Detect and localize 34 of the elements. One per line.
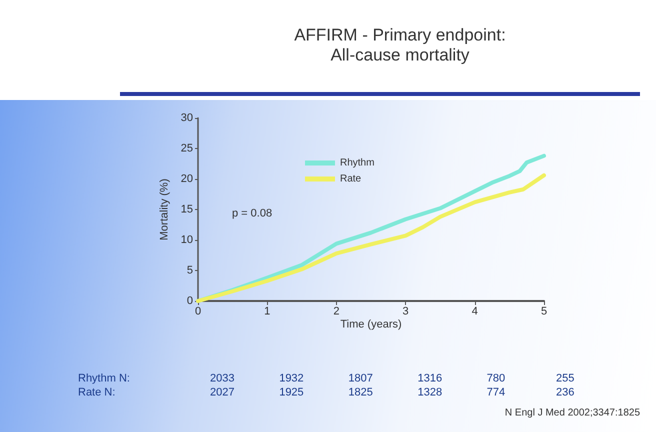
y-tick-label: 10 <box>180 234 193 246</box>
x-tick-label: 3 <box>402 306 409 318</box>
x-tick-label: 0 <box>194 306 202 318</box>
y-tick-label: 5 <box>186 264 193 276</box>
text: 780 <box>486 372 506 384</box>
text: Rhythm N: <box>78 372 130 384</box>
text: 255 <box>556 372 574 384</box>
text: 1925 <box>279 386 304 398</box>
text: 1825 <box>348 386 373 398</box>
text: N Engl J Med 2002;3347:1825 <box>504 408 640 418</box>
legend-label: Rhythm <box>340 158 374 168</box>
annotation: p = 0.08 <box>232 208 272 220</box>
y-tick-label: 30 <box>180 112 193 124</box>
legend-label: Rate <box>340 174 362 184</box>
y-axis-title: Mortality (%) <box>158 178 170 240</box>
y-tick-label: 25 <box>180 142 193 154</box>
chart-title: AFFIRM - Primary endpoint: All-cause mortality <box>294 26 506 64</box>
text: Rate N: <box>78 386 116 398</box>
x-axis-title: Time (years) <box>340 318 402 330</box>
text: 1328 <box>418 386 442 398</box>
y-tick-label: 15 <box>180 204 193 216</box>
text: 2033 <box>210 372 234 384</box>
x-tick-label: 5 <box>540 306 548 318</box>
text: 1807 <box>348 372 373 384</box>
text: 2027 <box>210 386 234 398</box>
y-tick-label: 20 <box>180 173 193 185</box>
text: 774 <box>486 386 506 398</box>
x-tick-label: 1 <box>264 306 270 318</box>
text: 236 <box>556 386 574 398</box>
x-tick-label: 2 <box>333 306 340 318</box>
x-tick-label: 4 <box>472 306 478 318</box>
text: 1932 <box>279 372 304 384</box>
text: 1316 <box>418 372 442 384</box>
y-tick-label: 0 <box>186 295 193 307</box>
